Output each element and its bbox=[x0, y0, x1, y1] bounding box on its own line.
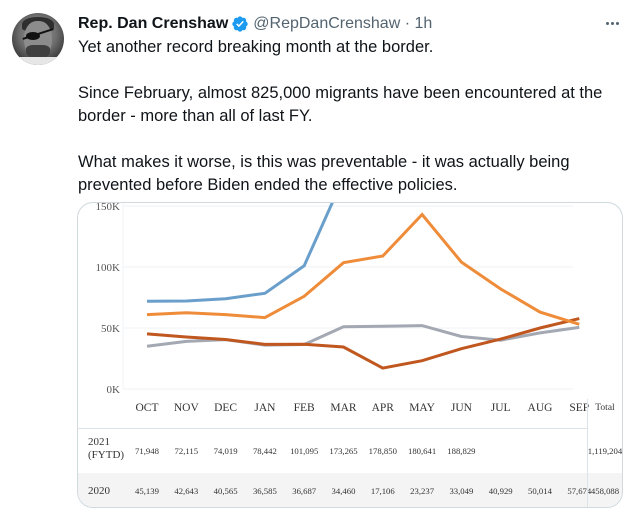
gridlines bbox=[122, 203, 573, 390]
month-header: FEB bbox=[293, 402, 315, 414]
total-header: Total bbox=[595, 403, 615, 413]
y-tick-label: 50K bbox=[101, 323, 120, 335]
month-header: APR bbox=[371, 402, 394, 414]
avatar-beard bbox=[26, 45, 50, 59]
avatar-shirt bbox=[12, 57, 64, 65]
tweet-line: prevented before Biden ended the effecti… bbox=[78, 176, 458, 194]
month-header: AUG bbox=[527, 402, 553, 414]
separator-dot: · bbox=[400, 15, 414, 33]
dot bbox=[610, 21, 614, 25]
table-cell: 78,442 bbox=[252, 446, 277, 456]
table-cell: 178,850 bbox=[368, 446, 397, 456]
table-cell: 173,265 bbox=[329, 446, 358, 456]
dot bbox=[615, 21, 619, 25]
table-cell-total: 1,119,204 bbox=[587, 446, 623, 456]
table-cell: 74,019 bbox=[213, 446, 238, 456]
timestamp[interactable]: 1h bbox=[414, 15, 433, 32]
blank-line bbox=[78, 59, 623, 82]
line-chart: 0K 50K 100K 150K bbox=[96, 203, 580, 396]
blank-line bbox=[78, 128, 623, 151]
month-header: MAY bbox=[409, 402, 435, 414]
table-cell: 72,115 bbox=[174, 446, 199, 456]
table-cell: 180,641 bbox=[407, 446, 437, 456]
row-label-line: (FYTD) bbox=[88, 449, 125, 461]
attached-image[interactable]: 0K 50K 100K 150K OCT NOV DEC JAN FEB MAR APR MAY JU… bbox=[77, 202, 623, 508]
month-header-row: OCT NOV DEC JAN FEB MAR APR MAY JUN JUL AUG SEP bbox=[78, 400, 622, 426]
table-cell: 101,095 bbox=[290, 446, 319, 456]
table-cell-total: 458,088 bbox=[590, 486, 620, 496]
tweet-line: Yet another record breaking month at the… bbox=[78, 38, 434, 56]
table-row: 2020 45,139 42,643 40,565 36,585 36,687 34,46… bbox=[78, 473, 622, 507]
row-label-line: 2020 bbox=[88, 485, 110, 497]
table-cell: 23,237 bbox=[410, 486, 435, 496]
row-label: 2021 (FYTD) bbox=[88, 436, 124, 462]
tweet-line: border - more than all of last FY. bbox=[78, 107, 313, 125]
y-axis-ticks: 0K 50K 100K 150K bbox=[96, 203, 121, 396]
y-tick-label: 0K bbox=[107, 384, 121, 396]
dot bbox=[605, 21, 609, 25]
total-column-divider bbox=[587, 399, 588, 507]
month-header: JAN bbox=[254, 402, 276, 414]
series-line-unlabeled-orange-series bbox=[146, 212, 580, 326]
month-header: DEC bbox=[214, 402, 238, 414]
month-header: MAR bbox=[330, 402, 357, 414]
tweet-header: Rep. Dan Crenshaw @RepDanCrenshaw · 1h bbox=[78, 13, 432, 35]
month-header: SEP bbox=[569, 402, 590, 414]
row-label-line: 2021 bbox=[88, 436, 110, 448]
table-cell: 17,106 bbox=[370, 486, 395, 496]
series-lines bbox=[146, 203, 580, 370]
table-cell: 188,829 bbox=[447, 446, 476, 456]
table-cell: 71,948 bbox=[135, 446, 159, 456]
separator: · bbox=[404, 15, 411, 32]
table-row: 2021 (FYTD) 71,948 72,115 74,019 78,442 101,… bbox=[78, 429, 623, 473]
table-cell: 40,929 bbox=[488, 486, 513, 496]
table-cell: 50,014 bbox=[528, 486, 552, 496]
month-header: NOV bbox=[173, 402, 199, 414]
y-tick-label: 150K bbox=[96, 203, 121, 213]
table-cell: 34,460 bbox=[331, 486, 356, 496]
row-divider bbox=[78, 428, 588, 429]
table-cell: 57,674 bbox=[567, 486, 592, 496]
author-name[interactable]: Rep. Dan Crenshaw bbox=[78, 15, 229, 32]
verified-badge-icon bbox=[231, 15, 249, 33]
month-header: JUL bbox=[490, 402, 511, 414]
tweet-text: Yet another record breaking month at the… bbox=[78, 36, 623, 197]
series-line-2021-fytd bbox=[146, 203, 334, 303]
table-cell: 45,139 bbox=[135, 486, 159, 496]
tweet-line: What makes it worse, is this was prevent… bbox=[78, 153, 570, 171]
author-handle[interactable]: @RepDanCrenshaw bbox=[253, 15, 401, 32]
series-line-2020 bbox=[146, 317, 580, 370]
table-cell: 42,643 bbox=[174, 486, 199, 496]
more-options-icon[interactable] bbox=[602, 13, 622, 33]
table-cell: 36,687 bbox=[292, 486, 317, 496]
tweet-line: Since February, almost 825,000 migrants … bbox=[78, 84, 603, 102]
row-label: 2020 bbox=[88, 485, 110, 498]
y-tick-label: 100K bbox=[96, 262, 121, 274]
table-cell: 33,049 bbox=[449, 486, 474, 496]
table-cell: 36,585 bbox=[252, 486, 277, 496]
avatar[interactable] bbox=[12, 13, 64, 65]
month-header: OCT bbox=[135, 402, 159, 414]
table-cell: 40,565 bbox=[213, 486, 238, 496]
avatar-eyepatch bbox=[26, 32, 40, 40]
month-header: JUN bbox=[450, 402, 472, 414]
